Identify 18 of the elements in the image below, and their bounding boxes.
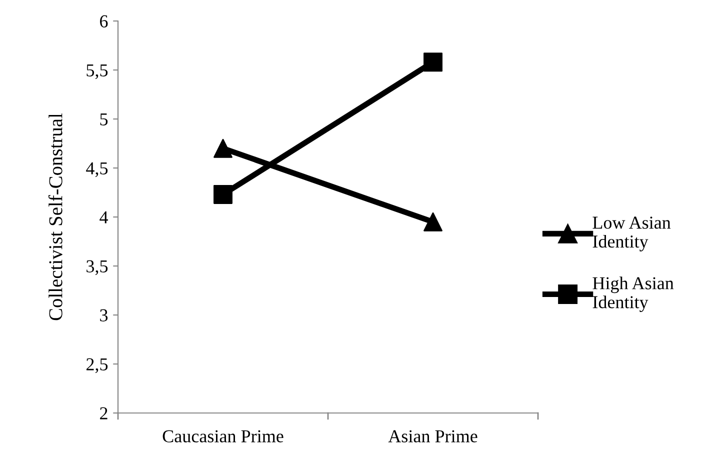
y-axis-title: Collectivist Self-Construal — [48, 113, 62, 320]
legend-label: Low Asian Identity — [592, 216, 671, 252]
point — [424, 52, 442, 72]
point — [214, 138, 232, 158]
y-tick-label: 4,5 — [86, 162, 108, 178]
legend-label: High Asian Identity — [592, 276, 674, 312]
y-tick-label: 2,5 — [86, 358, 108, 374]
y-tick-label: 5,5 — [86, 64, 108, 80]
y-tick-label: 2 — [100, 407, 108, 420]
y-tick-label: 4 — [100, 211, 108, 224]
x-tick-label: Asian Prime — [388, 430, 478, 442]
y-tick-label: 3,5 — [86, 260, 108, 276]
point — [424, 212, 442, 232]
y-tick-label: 5 — [100, 113, 108, 126]
y-tick-label: 6 — [100, 15, 108, 28]
x-tick-label: Caucasian Prime — [162, 430, 284, 442]
y-tick-label: 3 — [100, 309, 108, 322]
point — [214, 184, 232, 204]
